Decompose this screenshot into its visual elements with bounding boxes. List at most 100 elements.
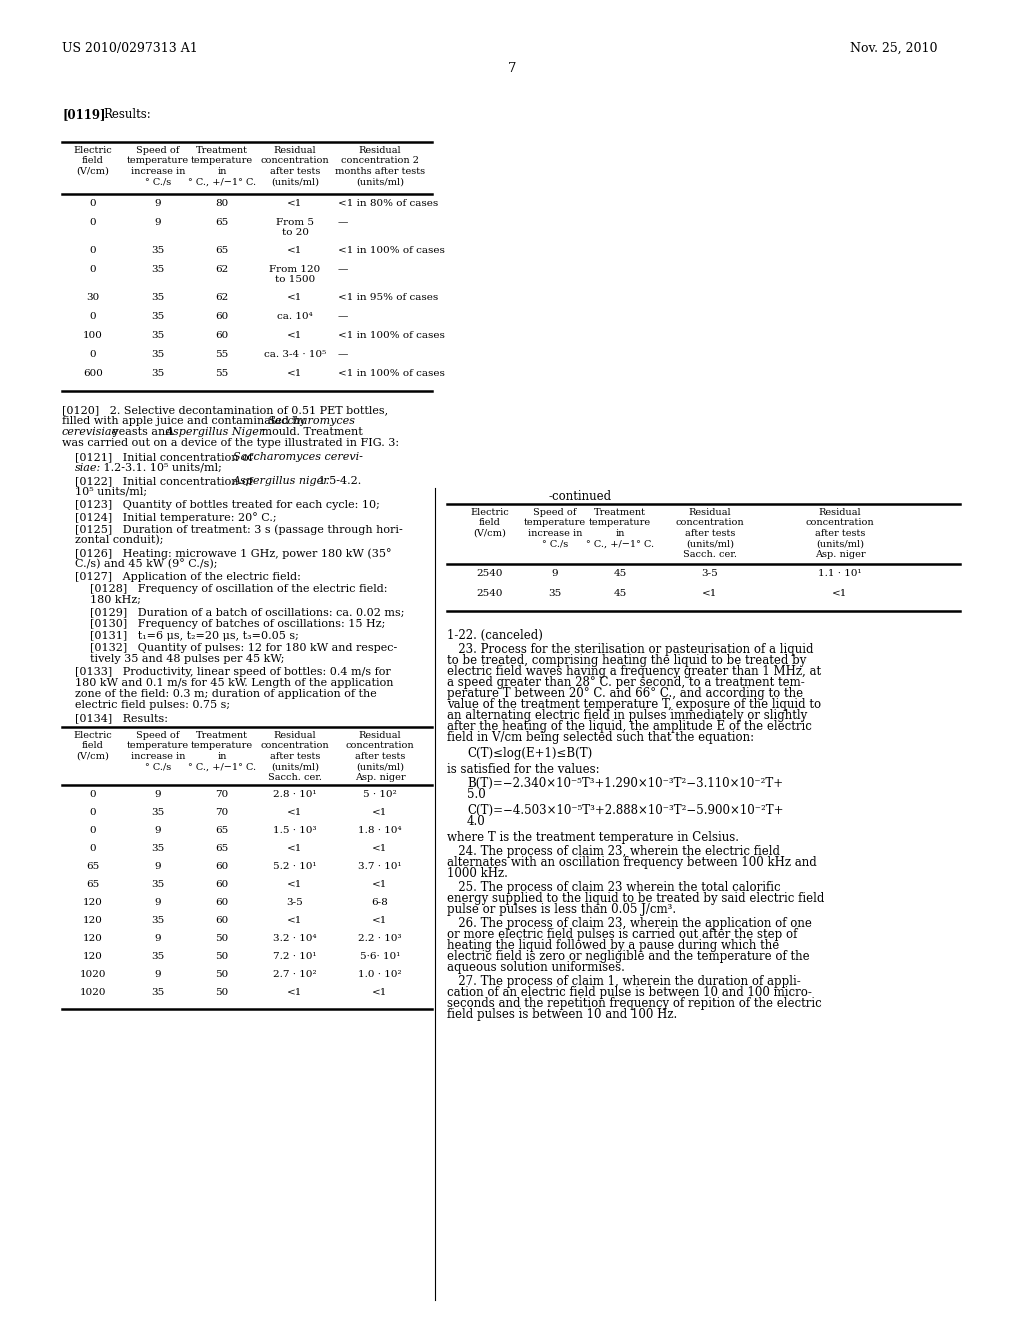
Text: 50: 50 bbox=[215, 987, 228, 997]
Text: perature T between 20° C. and 66° C., and according to the: perature T between 20° C. and 66° C., an… bbox=[447, 686, 803, 700]
Text: 3-5: 3-5 bbox=[701, 569, 719, 578]
Text: 9: 9 bbox=[552, 569, 558, 578]
Text: <1 in 100% of cases: <1 in 100% of cases bbox=[338, 246, 444, 255]
Text: 9: 9 bbox=[155, 970, 162, 979]
Text: mould. Treatment: mould. Treatment bbox=[258, 426, 362, 437]
Text: 0: 0 bbox=[90, 265, 96, 275]
Text: 2.2 · 10³: 2.2 · 10³ bbox=[358, 935, 401, 942]
Text: [0119]: [0119] bbox=[62, 108, 105, 121]
Text: Speed of
temperature
increase in
° C./s: Speed of temperature increase in ° C./s bbox=[524, 508, 586, 548]
Text: <1: <1 bbox=[373, 987, 388, 997]
Text: 7.2 · 10¹: 7.2 · 10¹ bbox=[273, 952, 316, 961]
Text: 35: 35 bbox=[152, 808, 165, 817]
Text: 9: 9 bbox=[155, 862, 162, 871]
Text: From 5
to 20: From 5 to 20 bbox=[276, 218, 314, 238]
Text: where T is the treatment temperature in Celsius.: where T is the treatment temperature in … bbox=[447, 832, 739, 843]
Text: <1: <1 bbox=[833, 589, 848, 598]
Text: Speed of
temperature
increase in
° C./s: Speed of temperature increase in ° C./s bbox=[127, 731, 189, 771]
Text: <1: <1 bbox=[373, 808, 388, 817]
Text: <1: <1 bbox=[373, 916, 388, 925]
Text: 5.0: 5.0 bbox=[467, 788, 485, 801]
Text: 35: 35 bbox=[152, 312, 165, 321]
Text: Residual
concentration
after tests
(units/ml)
Asp. niger: Residual concentration after tests (unit… bbox=[346, 731, 415, 781]
Text: Residual
concentration
after tests
(units/ml)
Sacch. cer.: Residual concentration after tests (unit… bbox=[261, 731, 330, 781]
Text: 4.0: 4.0 bbox=[467, 814, 485, 828]
Text: <1: <1 bbox=[702, 589, 718, 598]
Text: 180 kHz;: 180 kHz; bbox=[90, 595, 141, 605]
Text: filled with apple juice and contaminated by: filled with apple juice and contaminated… bbox=[62, 416, 309, 426]
Text: 5·6· 10¹: 5·6· 10¹ bbox=[359, 952, 400, 961]
Text: cerevisiae: cerevisiae bbox=[62, 426, 119, 437]
Text: 65: 65 bbox=[86, 862, 99, 871]
Text: 35: 35 bbox=[152, 880, 165, 888]
Text: 35: 35 bbox=[152, 293, 165, 302]
Text: 35: 35 bbox=[152, 370, 165, 378]
Text: was carried out on a device of the type illustrated in FIG. 3:: was carried out on a device of the type … bbox=[62, 438, 399, 447]
Text: Residual
concentration
after tests
(units/ml)
Sacch. cer.: Residual concentration after tests (unit… bbox=[676, 508, 744, 558]
Text: 62: 62 bbox=[215, 265, 228, 275]
Text: 9: 9 bbox=[155, 898, 162, 907]
Text: 25. The process of claim 23 wherein the total calorific: 25. The process of claim 23 wherein the … bbox=[447, 880, 780, 894]
Text: C(T)=−4.503×10⁻⁵T³+2.888×10⁻³T²−5.900×10⁻²T+: C(T)=−4.503×10⁻⁵T³+2.888×10⁻³T²−5.900×10… bbox=[467, 804, 783, 817]
Text: 1.0 · 10²: 1.0 · 10² bbox=[358, 970, 401, 979]
Text: 0: 0 bbox=[90, 789, 96, 799]
Text: Speed of
temperature
increase in
° C./s: Speed of temperature increase in ° C./s bbox=[127, 147, 189, 186]
Text: Residual
concentration
after tests
(units/ml)
Asp. niger: Residual concentration after tests (unit… bbox=[806, 508, 874, 558]
Text: 0: 0 bbox=[90, 808, 96, 817]
Text: 65: 65 bbox=[215, 826, 228, 836]
Text: 45: 45 bbox=[613, 589, 627, 598]
Text: <1: <1 bbox=[373, 843, 388, 853]
Text: 35: 35 bbox=[152, 331, 165, 341]
Text: 3.2 · 10⁴: 3.2 · 10⁴ bbox=[273, 935, 316, 942]
Text: 65: 65 bbox=[215, 218, 228, 227]
Text: 1020: 1020 bbox=[80, 970, 106, 979]
Text: [0127]   Application of the electric field:: [0127] Application of the electric field… bbox=[75, 572, 301, 582]
Text: 35: 35 bbox=[549, 589, 561, 598]
Text: 5.2 · 10¹: 5.2 · 10¹ bbox=[273, 862, 316, 871]
Text: 9: 9 bbox=[155, 935, 162, 942]
Text: [0125]   Duration of treatment: 3 s (passage through hori-: [0125] Duration of treatment: 3 s (passa… bbox=[75, 524, 402, 535]
Text: electric field pulses: 0.75 s;: electric field pulses: 0.75 s; bbox=[75, 700, 230, 710]
Text: Saccharomyces cerevi-: Saccharomyces cerevi- bbox=[233, 451, 362, 462]
Text: 60: 60 bbox=[215, 312, 228, 321]
Text: Aspergillus Niger: Aspergillus Niger bbox=[166, 426, 265, 437]
Text: Aspergillus niger: Aspergillus niger bbox=[233, 477, 330, 486]
Text: alternates with an oscillation frequency between 100 kHz and: alternates with an oscillation frequency… bbox=[447, 855, 817, 869]
Text: [0128]   Frequency of oscillation of the electric field:: [0128] Frequency of oscillation of the e… bbox=[90, 583, 387, 594]
Text: 0: 0 bbox=[90, 826, 96, 836]
Text: 120: 120 bbox=[83, 952, 103, 961]
Text: <1: <1 bbox=[288, 880, 303, 888]
Text: [0121]   Initial concentration of: [0121] Initial concentration of bbox=[75, 451, 256, 462]
Text: 27. The process of claim 1, wherein the duration of appli-: 27. The process of claim 1, wherein the … bbox=[447, 975, 801, 987]
Text: 1.5 · 10³: 1.5 · 10³ bbox=[273, 826, 316, 836]
Text: 35: 35 bbox=[152, 246, 165, 255]
Text: <1 in 100% of cases: <1 in 100% of cases bbox=[338, 370, 444, 378]
Text: 55: 55 bbox=[215, 350, 228, 359]
Text: <1 in 100% of cases: <1 in 100% of cases bbox=[338, 331, 444, 341]
Text: 1-22. (canceled): 1-22. (canceled) bbox=[447, 630, 543, 642]
Text: <1: <1 bbox=[288, 916, 303, 925]
Text: 1000 kHz.: 1000 kHz. bbox=[447, 867, 508, 880]
Text: is satisfied for the values:: is satisfied for the values: bbox=[447, 763, 600, 776]
Text: 7: 7 bbox=[508, 62, 516, 75]
Text: 26. The process of claim 23, wherein the application of one: 26. The process of claim 23, wherein the… bbox=[447, 917, 812, 931]
Text: <1 in 95% of cases: <1 in 95% of cases bbox=[338, 293, 438, 302]
Text: 35: 35 bbox=[152, 952, 165, 961]
Text: -continued: -continued bbox=[549, 490, 611, 503]
Text: 35: 35 bbox=[152, 916, 165, 925]
Text: 50: 50 bbox=[215, 970, 228, 979]
Text: <1: <1 bbox=[288, 843, 303, 853]
Text: 120: 120 bbox=[83, 898, 103, 907]
Text: 65: 65 bbox=[215, 843, 228, 853]
Text: 2.7 · 10²: 2.7 · 10² bbox=[273, 970, 316, 979]
Text: [0123]   Quantity of bottles treated for each cycle: 10;: [0123] Quantity of bottles treated for e… bbox=[75, 500, 380, 510]
Text: Treatment
temperature
in
° C., +/−1° C.: Treatment temperature in ° C., +/−1° C. bbox=[586, 508, 654, 548]
Text: electric field waves having a frequency greater than 1 MHz, at: electric field waves having a frequency … bbox=[447, 665, 821, 678]
Text: [0130]   Frequency of batches of oscillations: 15 Hz;: [0130] Frequency of batches of oscillati… bbox=[90, 619, 385, 630]
Text: [0124]   Initial temperature: 20° C.;: [0124] Initial temperature: 20° C.; bbox=[75, 512, 276, 523]
Text: 0: 0 bbox=[90, 312, 96, 321]
Text: [0132]   Quantity of pulses: 12 for 180 kW and respec-: [0132] Quantity of pulses: 12 for 180 kW… bbox=[90, 643, 397, 653]
Text: 60: 60 bbox=[215, 898, 228, 907]
Text: C./s) and 45 kW (9° C./s);: C./s) and 45 kW (9° C./s); bbox=[75, 558, 217, 570]
Text: zone of the field: 0.3 m; duration of application of the: zone of the field: 0.3 m; duration of ap… bbox=[75, 689, 377, 700]
